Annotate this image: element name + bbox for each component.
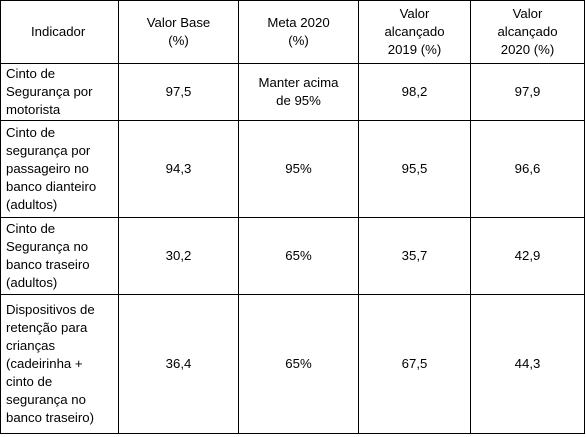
cell-valor-2020: 44,3 bbox=[470, 294, 585, 434]
cell-valor-base: 36,4 bbox=[118, 294, 239, 434]
table-row: Cinto de Segurança no banco traseiro (ad… bbox=[0, 217, 585, 295]
header-valor-2019: Valor alcançado 2019 (%) bbox=[358, 0, 471, 64]
cell-meta-2020: 95% bbox=[238, 120, 359, 218]
cell-indicador: Dispositivos de retenção para crianças (… bbox=[0, 294, 119, 434]
table-row: Dispositivos de retenção para crianças (… bbox=[0, 294, 585, 434]
cell-valor-2019: 98,2 bbox=[358, 63, 471, 121]
cell-valor-2019: 95,5 bbox=[358, 120, 471, 218]
cell-valor-2020: 42,9 bbox=[470, 217, 585, 295]
header-indicador: Indicador bbox=[0, 0, 119, 64]
cell-meta-2020: Manter acima de 95% bbox=[238, 63, 359, 121]
cell-valor-2019: 67,5 bbox=[358, 294, 471, 434]
cell-valor-2020: 96,6 bbox=[470, 120, 585, 218]
cell-indicador: Cinto de Segurança por motorista bbox=[0, 63, 119, 121]
header-valor-2020: Valor alcançado 2020 (%) bbox=[470, 0, 585, 64]
cell-valor-base: 30,2 bbox=[118, 217, 239, 295]
cell-valor-2020: 97,9 bbox=[470, 63, 585, 121]
table-row: Cinto de Segurança por motorista 97,5 Ma… bbox=[0, 63, 585, 121]
header-meta-2020: Meta 2020 (%) bbox=[238, 0, 359, 64]
header-valor-base: Valor Base (%) bbox=[118, 0, 239, 64]
cell-meta-2020: 65% bbox=[238, 217, 359, 295]
cell-valor-2019: 35,7 bbox=[358, 217, 471, 295]
table-row: Cinto de segurança por passageiro no ban… bbox=[0, 120, 585, 218]
cell-valor-base: 97,5 bbox=[118, 63, 239, 121]
cell-indicador: Cinto de Segurança no banco traseiro (ad… bbox=[0, 217, 119, 295]
cell-valor-base: 94,3 bbox=[118, 120, 239, 218]
table-header-row: Indicador Valor Base (%) Meta 2020 (%) V… bbox=[0, 0, 585, 64]
cell-meta-2020: 65% bbox=[238, 294, 359, 434]
cell-indicador: Cinto de segurança por passageiro no ban… bbox=[0, 120, 119, 218]
